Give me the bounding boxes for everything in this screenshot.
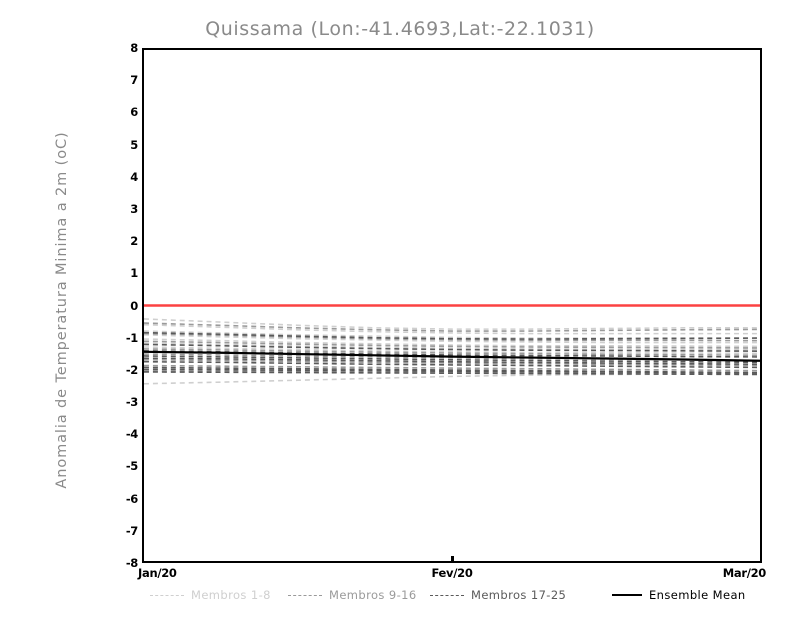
y-axis-tick--7: -7: [125, 523, 138, 538]
y-axis-tick-7: 7: [130, 73, 138, 88]
legend-item-membros-1-8: Membros 1-8: [150, 586, 271, 604]
legend-label: Membros 17-25: [471, 588, 567, 602]
legend-swatch-icon: [430, 594, 464, 596]
series-line-membro-21: [144, 360, 760, 369]
series-line-membro-8: [144, 373, 760, 385]
x-axis-tick-Mar-20: Mar/20: [722, 566, 767, 580]
y-axis-tick-5: 5: [130, 137, 138, 152]
series-line-membro-9: [144, 322, 760, 332]
y-axis-tick-3: 3: [130, 201, 138, 216]
series-line-membro-11: [144, 340, 760, 349]
y-axis-tick--2: -2: [125, 362, 138, 377]
series-line-membro-10: [144, 332, 760, 342]
y-axis-tick--5: -5: [125, 459, 138, 474]
series-line-ensemble-mean: [144, 350, 760, 362]
x-axis-tick-Jan-20: Jan/20: [138, 566, 177, 580]
series-line-membro-14: [144, 359, 760, 367]
y-axis-tick-8: 8: [130, 41, 138, 55]
chart-title: Quissama (Lon:-41.4693,Lat:-22.1031): [205, 18, 595, 40]
y-axis-tick--3: -3: [125, 395, 138, 410]
legend-label: Ensemble Mean: [649, 588, 746, 602]
series-line-membro-24: [144, 368, 760, 374]
y-axis-tick--4: -4: [125, 427, 138, 442]
legend-swatch-icon: [288, 594, 322, 596]
y-axis-tick-0: 0: [130, 298, 138, 313]
legend-item-ensemble-mean: Ensemble Mean: [612, 586, 746, 604]
plot-area: [142, 48, 762, 563]
series-line-membro-12: [144, 348, 760, 357]
series-line-membro-1: [144, 318, 760, 330]
y-axis-tick--8: -8: [125, 556, 138, 570]
legend-swatch-icon: [612, 594, 642, 596]
x-axis-tick-labels: Jan/20 Fev/20 Mar/20: [0, 556, 800, 583]
series-line-membro-7: [144, 346, 760, 355]
legend-label: Membros 1-8: [191, 588, 271, 602]
series-line-membro-2: [144, 323, 760, 335]
y-axis-tick-4: 4: [130, 169, 138, 184]
series-line-membro-6: [144, 342, 760, 351]
x-tick-mark: [451, 556, 454, 563]
series-line-membro-15: [144, 364, 760, 372]
series-line-membro-25: [144, 357, 760, 366]
legend-label: Membros 9-16: [329, 588, 417, 602]
y-axis-tick--6: -6: [125, 491, 138, 506]
y-axis-tick-6: 6: [130, 105, 138, 120]
series-line-membro-4: [144, 334, 760, 344]
y-axis-tick-1: 1: [130, 266, 138, 281]
plot-canvas: [144, 304, 760, 385]
y-axis-tick-2: 2: [130, 234, 138, 249]
chart-legend: Membros 1-8 Membros 9-16 Membros 17-25 Ense…: [0, 586, 800, 606]
series-line-membro-5: [144, 338, 760, 348]
x-axis-tick-Fev-20: Fev/20: [431, 566, 473, 580]
series-line-membro-23: [144, 371, 760, 376]
legend-item-membros-17-25: Membros 17-25: [430, 586, 566, 604]
legend-item-membros-9-16: Membros 9-16: [288, 586, 417, 604]
y-axis-label: Anomalia de Temperatura Minima a 2m (oC): [54, 131, 70, 489]
series-line-membro-18: [144, 343, 760, 352]
y-axis-tick--1: -1: [125, 330, 138, 345]
y-axis-tick-labels: 8 7 6 5 4 3 2 1 0 -1 -2 -3 -4 -5 -6 -7 -8: [118, 41, 138, 570]
legend-swatch-icon: [150, 594, 184, 596]
series-line-membro-17: [144, 331, 760, 340]
series-line-membro-20: [144, 355, 760, 364]
